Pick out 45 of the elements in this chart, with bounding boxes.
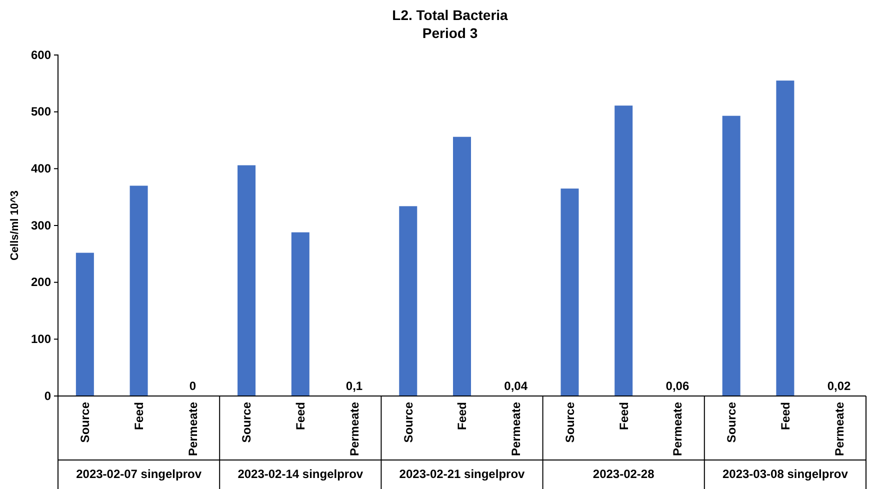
bar <box>76 252 94 396</box>
x-tick-label: Feed <box>778 402 792 430</box>
bar <box>453 136 471 396</box>
x-tick-label: Permeate <box>832 402 846 456</box>
y-tick-label: 0 <box>44 388 52 403</box>
y-tick-label: 100 <box>30 332 52 346</box>
data-label: 0,02 <box>827 378 852 393</box>
bar <box>560 188 579 396</box>
x-tick-label: Source <box>724 402 739 443</box>
bar <box>776 80 794 396</box>
bar <box>291 232 310 396</box>
x-tick-label: Source <box>401 402 416 443</box>
y-tick-label: 600 <box>30 48 52 62</box>
y-tick-label: 200 <box>30 275 52 290</box>
text: 2023-02-14 singelprov <box>238 467 364 481</box>
bar <box>614 106 633 396</box>
bar <box>399 206 418 396</box>
x-tick-label: Permeate <box>509 402 524 456</box>
bar <box>130 186 148 396</box>
y-tick-label: 400 <box>30 162 52 176</box>
y-tick-label: 300 <box>30 218 52 232</box>
bar <box>238 165 256 396</box>
x-tick-label: Source <box>78 402 92 443</box>
text: 2023-02-21 singelprov <box>399 467 526 481</box>
data-label: 0,1 <box>346 378 363 393</box>
x-tick-label: Permeate <box>670 402 685 456</box>
x-tick-label: Feed <box>132 402 146 430</box>
bar <box>722 116 740 396</box>
text: 2023-02-07 singelprov <box>76 467 202 481</box>
x-tick-label: Feed <box>455 402 470 430</box>
data-label: 0 <box>189 379 196 393</box>
data-label: 0,04 <box>504 378 528 393</box>
x-tick-label: Source <box>240 402 254 443</box>
x-tick-label: Permeate <box>347 402 362 456</box>
y-axis-title: Cells/ml 10^3 <box>9 190 21 261</box>
x-tick-label: Feed <box>616 402 631 430</box>
x-tick-label: Source <box>562 402 577 443</box>
y-tick-label: 500 <box>30 104 52 119</box>
data-label: 0,06 <box>666 378 690 393</box>
text: 2023-02-28 <box>592 467 655 481</box>
text: 2023-03-08 singelprov <box>722 467 848 481</box>
x-tick-label: Permeate <box>186 402 200 456</box>
chart-title: L2. Total Bacteria <box>392 7 508 23</box>
chart-subtitle: Period 3 <box>422 25 478 41</box>
x-tick-label: Feed <box>294 402 308 430</box>
